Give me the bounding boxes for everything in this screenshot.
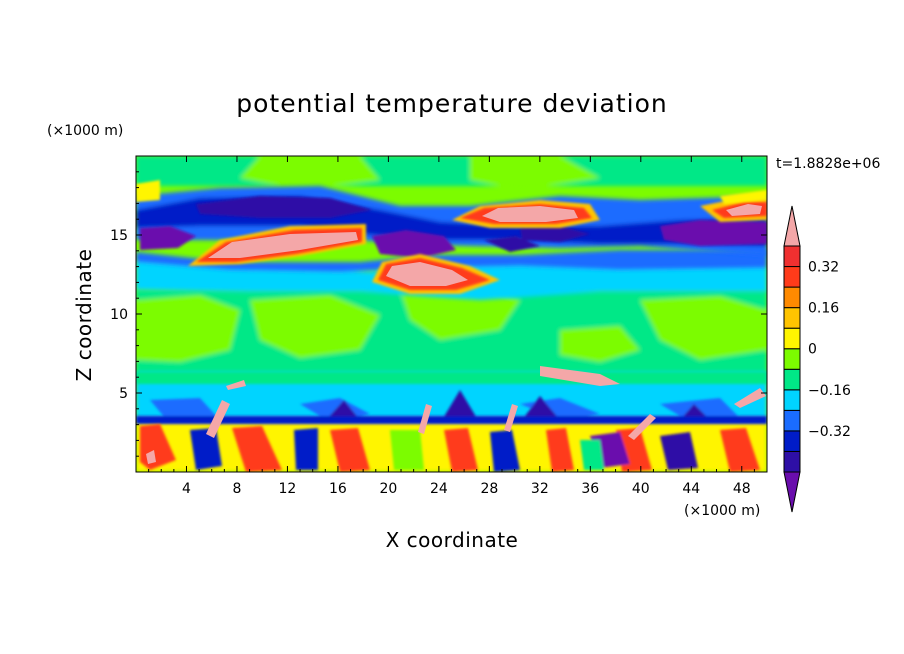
x-tick-label: 12 (279, 481, 297, 497)
field-low-red-5 (546, 428, 574, 472)
colorbar-band (783, 286, 801, 309)
field-low-pink-filaments (146, 366, 766, 464)
field-low-green-1 (390, 430, 424, 470)
field-blob-purple-top (196, 196, 372, 218)
colorbar-band (783, 368, 801, 391)
field-blob-purple-mid-right (520, 226, 590, 242)
colorbar-band (783, 450, 801, 473)
field-low-pink-5 (540, 366, 620, 386)
field-top-yellow-left (136, 180, 160, 202)
field-low-navy-line (136, 416, 767, 424)
x-tick-label: 20 (379, 481, 397, 497)
field-low-purple-c (326, 400, 360, 420)
x-axis-label: X coordinate (386, 528, 519, 552)
field-pink-maxima (208, 204, 762, 286)
field-low-pink-7 (226, 380, 246, 390)
field-low-purple-a (442, 390, 478, 420)
x-tick-label: 36 (581, 481, 599, 497)
colorbar: −0.32 −0.16 0 0.16 0.32 (783, 205, 851, 513)
field-low-blue-6 (294, 428, 318, 470)
colorbar-band (783, 327, 801, 350)
field-low-teal-strip (136, 372, 767, 384)
field-low-blue-5 (190, 428, 222, 470)
field-low-pink-4 (628, 414, 656, 440)
x-axis-unit: (×1000 m) (684, 503, 760, 519)
x-tick-label: 48 (733, 481, 751, 497)
field-blob-purple-center (372, 230, 456, 258)
field-low-blue-7 (490, 430, 520, 472)
colorbar-tick-label: 0 (808, 342, 817, 358)
x-axis-ticks: 4 8 12 16 20 24 28 32 36 40 44 48 (148, 156, 755, 497)
colorbar-band (783, 430, 801, 452)
x-tick-label: 16 (329, 481, 347, 497)
field-pink-max-3 (482, 206, 578, 222)
field-pink-max-1 (208, 232, 358, 258)
colorbar-band (783, 409, 801, 432)
x-tick-label: 24 (430, 481, 448, 497)
field-low-pink-3 (504, 404, 518, 432)
field-blob-purple-mid (484, 236, 540, 252)
colorbar-tick-label: −0.32 (808, 424, 851, 440)
field-low-red-3 (330, 428, 370, 472)
field-low-pink-8 (146, 450, 156, 464)
colorbar-tick-label: 0.16 (808, 301, 839, 317)
colorbar-tick-label: 0.32 (808, 260, 839, 276)
field-patch-lightgreen-2 (250, 295, 380, 358)
field-low-red-2 (232, 426, 282, 472)
contour-field (136, 156, 767, 472)
x-tick-label: 32 (531, 481, 549, 497)
field-blob-purple-right (660, 220, 767, 246)
field-low-red-7 (720, 428, 760, 472)
field-low-pink-6 (734, 388, 766, 408)
colorbar-band (783, 389, 801, 411)
field-pink-max-2 (386, 262, 468, 286)
x-tick-label: 8 (232, 481, 241, 497)
x-tick-label: 4 (182, 481, 191, 497)
field-top-yellow-right (720, 190, 767, 204)
x-tick-label: 28 (480, 481, 498, 497)
field-low-red-4 (444, 428, 478, 472)
field-patch-upper-green-2 (470, 156, 600, 190)
field-pink-max-4 (726, 204, 762, 216)
y-axis-ticks: 5 10 15 (110, 171, 767, 457)
y-tick-label: 10 (110, 307, 128, 323)
colorbar-band (783, 266, 801, 288)
x-tick-label: 44 (682, 481, 700, 497)
field-low-green-2 (580, 440, 604, 470)
field-low-pink-1 (206, 400, 230, 438)
colorbar-band (783, 245, 801, 268)
colorbar-tick-label: −0.16 (808, 383, 851, 399)
y-tick-label: 15 (110, 228, 128, 244)
field-low-navy-e (660, 432, 698, 470)
colorbar-min-triangle (783, 471, 801, 513)
field-patch-upper-green (240, 156, 380, 190)
field-patch-lightgreen-1 (136, 295, 240, 362)
y-axis-unit: (×1000 m) (47, 123, 123, 139)
y-axis-label: Z coordinate (72, 249, 96, 382)
field-low-pink-2 (418, 404, 432, 434)
colorbar-max-triangle (783, 205, 801, 247)
field-patch-lightgreen-4 (640, 296, 767, 360)
field-band-blue-mid (136, 250, 767, 272)
field-patch-lightgreen-3 (400, 286, 520, 340)
x-tick-label: 40 (632, 481, 650, 497)
y-tick-label: 5 (119, 386, 128, 402)
field-low-purple-b (522, 396, 560, 420)
field-patch-lightgreen-5 (560, 326, 640, 362)
chart-title: potential temperature deviation (236, 89, 667, 118)
timestamp-label: t=1.8828e+06 (776, 156, 880, 172)
field-band-upper-teal (136, 156, 767, 186)
colorbar-band (783, 307, 801, 329)
colorbar-band (783, 348, 801, 370)
field-blob-purple-left (140, 226, 196, 250)
